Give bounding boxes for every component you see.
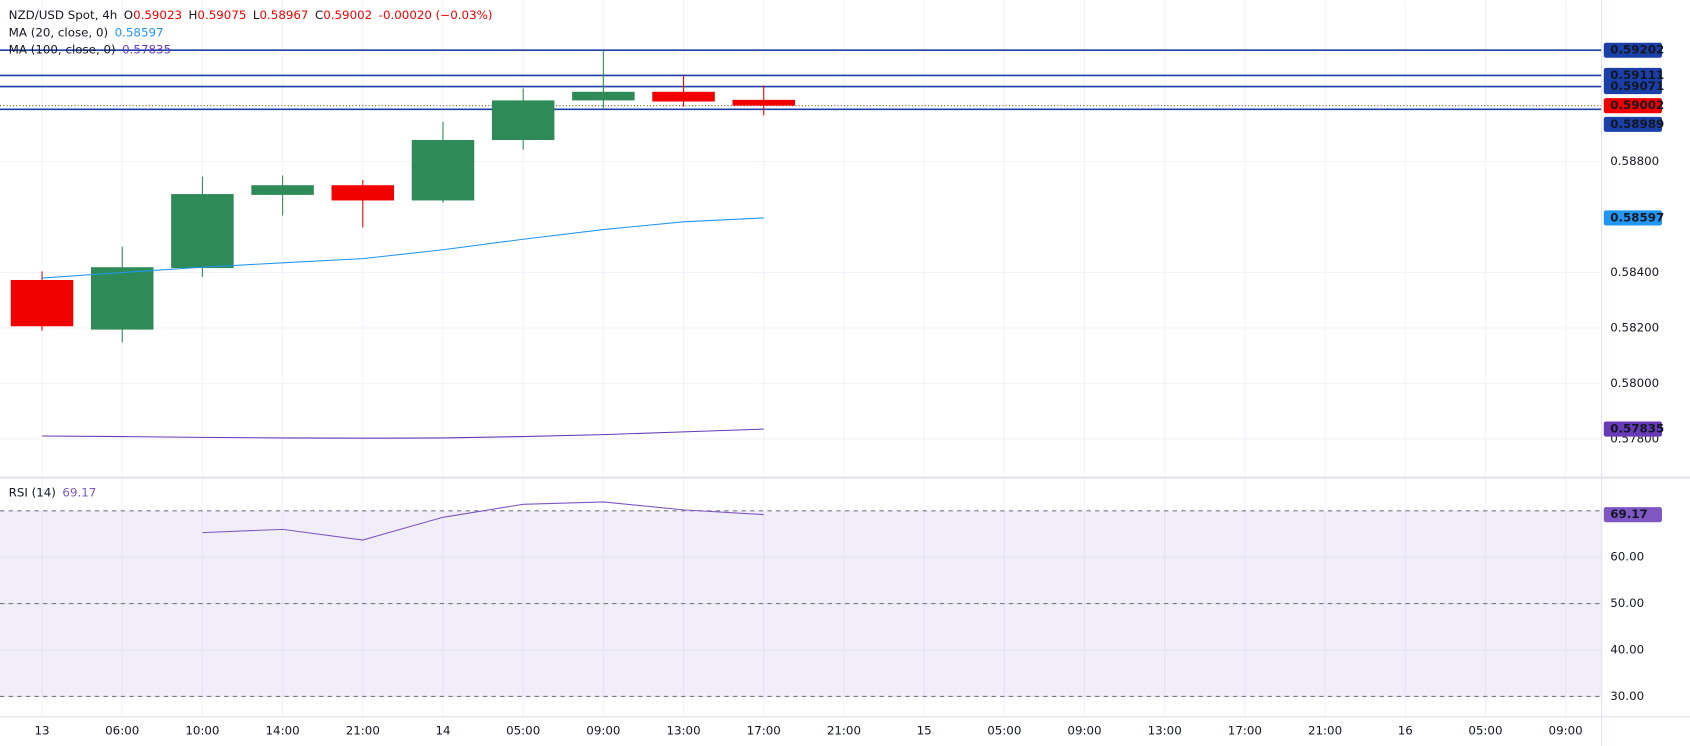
y-tick-label: 40.00 (1610, 643, 1644, 657)
x-tick-label: 14:00 (266, 723, 300, 737)
price-badge (1603, 421, 1662, 437)
candle-body (411, 140, 475, 201)
x-tick-label: 21:00 (1308, 723, 1342, 737)
y-tick-label: 50.00 (1610, 596, 1644, 610)
y-tick-label: 60.00 (1610, 550, 1644, 564)
legend-part: 0.58597 (115, 25, 164, 39)
price-badge-label: 0.58597 (1610, 210, 1664, 224)
candle-body (652, 91, 715, 102)
price-badge-label: 69.17 (1610, 507, 1647, 521)
x-tick-label: 13:00 (666, 723, 700, 737)
legend-rsi: RSI (14) 69.17 (9, 485, 97, 499)
x-tick-label: 09:00 (1549, 723, 1583, 737)
legend-part: L (253, 8, 260, 22)
legend-part: RSI (14) (9, 485, 56, 499)
candle-body (10, 279, 74, 327)
legend-part: C (315, 8, 323, 22)
legend-ma100: MA (100, close, 0) 0.57835 (9, 42, 171, 56)
legend-part: 0.59023 (133, 8, 182, 22)
x-tick-label: 15 (917, 723, 932, 737)
x-tick-label: 21:00 (346, 723, 380, 737)
x-tick-label: 10:00 (185, 723, 219, 737)
price-badge-label: 0.59202 (1610, 43, 1664, 57)
price-badge (1603, 78, 1662, 95)
legend-part: 0.59002 (323, 8, 372, 22)
price-badge (1603, 98, 1662, 114)
candle-body (732, 99, 795, 106)
legend-ma20: MA (20, close, 0) 0.58597 (9, 25, 164, 39)
price-badge (1603, 210, 1662, 226)
y-tick-label: 30.00 (1610, 689, 1644, 703)
y-tick-label: 0.58400 (1610, 265, 1659, 279)
x-tick-label: 13:00 (1148, 723, 1182, 737)
x-tick-label: 05:00 (1468, 723, 1502, 737)
y-tick-label: 0.58000 (1610, 376, 1659, 390)
candle-body (491, 100, 555, 141)
ma-line (42, 428, 764, 439)
x-tick-label: 09:00 (586, 723, 620, 737)
rsi-band (0, 510, 1602, 697)
x-tick-label: 09:00 (1067, 723, 1101, 737)
legend-part: O (124, 8, 133, 22)
legend-part: 0.58967 (259, 8, 308, 22)
candle-body (90, 267, 154, 330)
y-tick-label: 0.58200 (1610, 320, 1659, 334)
price-badge-label: 0.59071 (1610, 79, 1664, 93)
legend-part: MA (100, close, 0) (9, 42, 116, 56)
price-badge-label: 0.57835 (1610, 422, 1664, 436)
price-badge (1603, 507, 1662, 523)
legend-part: 0.59075 (197, 8, 246, 22)
x-tick-label: 17:00 (747, 723, 781, 737)
price-badge-label: 0.58989 (1610, 117, 1664, 131)
x-tick-label: 16 (1398, 723, 1413, 737)
x-tick-label: 05:00 (506, 723, 540, 737)
legend-part: 69.17 (62, 485, 96, 499)
ma-line (41, 217, 764, 279)
legend-part: H (189, 8, 198, 22)
legend-part: 0.57835 (122, 42, 171, 56)
x-tick-label: 13 (34, 723, 49, 737)
candle-body (171, 194, 234, 269)
x-tick-label: 06:00 (105, 723, 139, 737)
legend-part: NZD/USD Spot, 4h (9, 8, 118, 22)
rsi-line (202, 501, 764, 541)
legend-part: MA (20, close, 0) (9, 25, 109, 39)
candle-body (331, 185, 395, 201)
x-tick-label: 17:00 (1228, 723, 1262, 737)
x-tick-label: 05:00 (987, 723, 1021, 737)
x-tick-label: 21:00 (827, 723, 861, 737)
price-badge-label: 0.59111 (1610, 68, 1664, 82)
candle-body (251, 185, 314, 195)
legend-part: -0.00020 (−0.03%) (379, 8, 493, 22)
legend-header: NZD/USD Spot, 4h O0.59023 H0.59075 L0.58967… (9, 8, 493, 22)
price-badge (1603, 42, 1662, 58)
price-badge-label: 0.59002 (1610, 98, 1664, 112)
price-badge (1603, 116, 1662, 132)
x-tick-label: 14 (435, 723, 450, 737)
y-tick-label: 0.58800 (1610, 154, 1659, 168)
candle-body (572, 91, 635, 101)
